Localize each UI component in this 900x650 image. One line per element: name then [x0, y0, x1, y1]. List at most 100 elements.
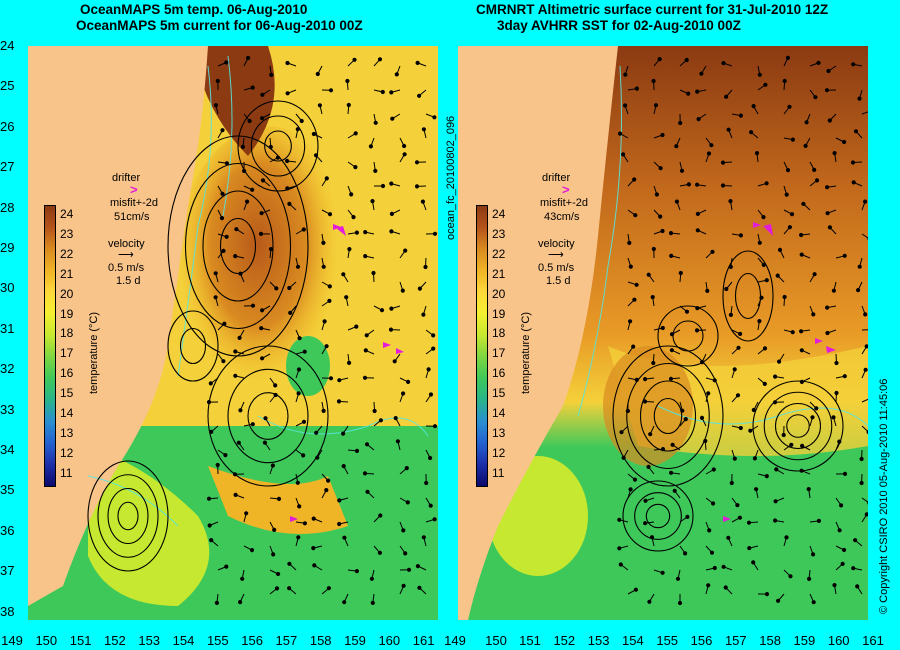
velocity-arrow-head — [729, 480, 734, 486]
left-legend-drifter-marker: > — [130, 182, 138, 197]
velocity-arrow-head — [237, 335, 242, 340]
colorbar-tick: 20 — [492, 286, 506, 301]
streamline — [639, 380, 697, 452]
velocity-arrow-head — [222, 321, 227, 326]
velocity-arrow-head — [772, 400, 778, 405]
velocity-arrow-head — [311, 546, 316, 551]
velocity-arrow-head — [342, 535, 347, 540]
velocity-arrow-head — [395, 439, 400, 444]
streamline — [657, 305, 719, 367]
velocity-arrow-head — [672, 488, 677, 493]
velocity-arrow-head — [258, 231, 264, 236]
velocity-arrow-head — [347, 247, 352, 252]
velocity-arrow-head — [789, 442, 794, 447]
velocity-arrow-head — [322, 319, 327, 324]
velocity-arrow-head — [658, 166, 663, 171]
velocity-arrow-head — [853, 129, 859, 134]
velocity-arrow-head — [260, 92, 265, 97]
velocity-arrow-head — [683, 417, 688, 422]
colorbar-tick: 16 — [60, 366, 74, 381]
colorbar-tick: 16 — [492, 366, 506, 381]
velocity-arrow-head — [735, 503, 740, 508]
velocity-arrow-head — [683, 551, 688, 556]
velocity-arrow-head — [402, 143, 407, 149]
x-tick-left: 156 — [241, 633, 263, 648]
streamline — [786, 414, 810, 438]
velocity-arrow-head — [732, 456, 737, 461]
velocity-arrow-head — [296, 367, 302, 372]
velocity-arrow-head — [208, 381, 213, 386]
velocity-arrow-head — [301, 227, 306, 232]
velocity-arrow-head — [295, 264, 301, 269]
velocity-arrow-head — [373, 168, 378, 174]
right-title-line1: CMRNRT Altimetric surface current for 31… — [476, 2, 829, 17]
colorbar-tick: 13 — [492, 425, 506, 440]
velocity-arrow-head — [250, 303, 256, 308]
right-land — [458, 46, 618, 620]
streamline — [207, 345, 329, 487]
colorbar-tick: 11 — [492, 465, 505, 480]
velocity-arrow-head — [345, 78, 350, 84]
y-tick-label: 31 — [0, 320, 15, 336]
velocity-arrow-head — [650, 295, 655, 300]
velocity-arrow-head — [812, 272, 817, 277]
velocity-arrow-head — [642, 399, 648, 404]
y-tick-label: 34 — [0, 442, 15, 457]
velocity-arrow-head — [859, 456, 864, 462]
velocity-arrow-head — [700, 360, 705, 365]
right-title-line2: 3day AVHRR SST for 02-Aug-2010 00Z — [497, 18, 741, 33]
middle-vertical-label: ocean_fc_20100802_096 — [445, 115, 457, 240]
velocity-arrow-head — [866, 430, 868, 435]
velocity-arrow-head — [747, 546, 752, 551]
velocity-arrow-head — [757, 72, 762, 77]
velocity-arrow-head — [351, 215, 356, 220]
velocity-arrow-head — [840, 561, 845, 567]
velocity-arrow-head — [370, 199, 375, 204]
velocity-arrow-head — [826, 68, 831, 74]
velocity-arrow-head — [813, 95, 818, 100]
left-title-line1: OceanMAPS 5m temp. 06-Aug-2010 — [80, 2, 308, 17]
right-map-panel: drifter > misfit+-2d 43cm/s velocity ⟶ 0… — [458, 46, 868, 620]
velocity-arrow-head — [301, 453, 306, 458]
x-tick-right: 152 — [553, 633, 576, 648]
velocity-arrow-head — [326, 478, 331, 483]
velocity-arrow-head — [628, 487, 633, 492]
velocity-arrow-head — [787, 104, 792, 109]
velocity-arrow-head — [314, 430, 319, 435]
left-legend-vel-scale: 0.5 m/s — [108, 262, 145, 274]
velocity-arrow-head — [842, 374, 847, 379]
velocity-arrow-head — [428, 503, 433, 508]
velocity-arrow-head — [621, 152, 626, 157]
velocity-arrow-head — [831, 415, 836, 420]
right-legend-misfit: misfit+-2d — [540, 197, 588, 209]
velocity-arrow-head — [680, 408, 685, 413]
velocity-arrow-head — [312, 563, 317, 568]
velocity-arrow-head — [762, 381, 767, 386]
velocity-arrow-head — [224, 234, 229, 239]
velocity-arrow-head — [777, 359, 782, 364]
velocity-arrow-head — [785, 55, 790, 60]
y-tick-label: 33 — [0, 401, 15, 417]
streamline — [626, 362, 710, 470]
velocity-arrow-head — [321, 264, 326, 269]
velocity-arrow-head — [219, 216, 225, 221]
velocity-arrow-head — [417, 93, 422, 98]
streamline — [264, 130, 292, 162]
velocity-arrow-head — [851, 566, 856, 571]
velocity-arrow-head — [220, 128, 225, 133]
velocity-arrow-head — [380, 183, 386, 189]
velocity-arrow-head — [244, 511, 249, 516]
x-tick-right: 158 — [759, 633, 781, 648]
velocity-arrow-head — [394, 72, 399, 77]
velocity-arrow-head — [674, 199, 679, 204]
x-tick-left: 161 — [412, 633, 435, 648]
velocity-arrow-head — [431, 346, 436, 351]
velocity-arrow-head — [825, 211, 830, 216]
velocity-arrow-head — [801, 201, 806, 206]
velocity-arrow-head — [315, 71, 320, 77]
velocity-arrow-head — [709, 550, 715, 555]
velocity-arrow-head — [428, 392, 434, 397]
velocity-arrow-head — [344, 295, 349, 300]
velocity-arrow-head — [269, 72, 274, 77]
colorbar-tick: 17 — [492, 346, 506, 361]
